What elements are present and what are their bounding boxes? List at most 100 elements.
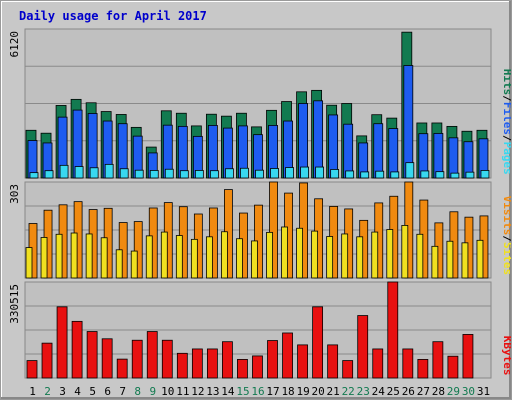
bar-kbytes-day-11 — [176, 352, 188, 379]
chart-title: Daily usage for April 2017 — [19, 9, 207, 23]
day-label-30: 30 — [462, 385, 475, 398]
bar-sites-day-14 — [221, 231, 228, 279]
bar-pages-day-8 — [134, 169, 144, 179]
bar-pages-day-7 — [119, 168, 129, 179]
bar-sites-day-27 — [416, 233, 424, 279]
legend-hits-files-pages: Hits/Files/Pages — [501, 69, 511, 175]
bar-kbytes-day-13 — [206, 348, 218, 379]
bar-pages-day-24 — [375, 170, 385, 179]
bar-pages-day-14 — [225, 168, 234, 179]
bar-sites-day-3 — [55, 233, 63, 279]
day-label-18: 18 — [281, 385, 294, 398]
bar-kbytes-day-8 — [131, 339, 143, 379]
bar-sites-day-18 — [281, 226, 288, 279]
bar-files-day-11 — [177, 125, 188, 179]
bar-sites-day-11 — [175, 235, 183, 279]
bar-sites-day-17 — [266, 231, 273, 279]
bar-pages-day-6 — [104, 163, 114, 179]
bar-files-day-20 — [313, 100, 324, 179]
bar-pages-day-17 — [270, 168, 279, 179]
bar-sites-day-24 — [371, 231, 379, 279]
bar-kbytes-day-27 — [417, 359, 429, 379]
bar-files-day-22 — [343, 123, 354, 179]
bar-sites-day-5 — [85, 233, 93, 279]
bar-pages-day-18 — [285, 167, 294, 179]
bar-sites-day-8 — [130, 250, 138, 279]
day-label-9: 9 — [149, 385, 156, 398]
bar-kbytes-day-17 — [267, 340, 278, 379]
bar-pages-day-26 — [405, 162, 415, 179]
legend-pages: Pages — [501, 142, 511, 175]
bar-pages-day-23 — [360, 171, 370, 179]
bar-kbytes-day-5 — [86, 331, 98, 379]
bar-pages-day-1 — [29, 172, 39, 179]
day-label-24: 24 — [372, 385, 386, 398]
legend-visits-sites: Visits/Sites — [501, 196, 511, 276]
legend-sites: Sites — [501, 242, 511, 275]
bar-files-day-13 — [207, 125, 218, 179]
bar-files-day-26 — [403, 65, 414, 179]
day-label-13: 13 — [206, 385, 219, 398]
bar-sites-day-4 — [70, 232, 78, 279]
legend-visits: Visits — [501, 196, 511, 236]
bar-kbytes-day-7 — [116, 358, 128, 379]
day-label-31: 31 — [477, 385, 490, 398]
ymax-label-hits-files-pages: 6120 — [8, 31, 21, 58]
bar-kbytes-day-3 — [56, 306, 68, 379]
ymax-label-visits-sites: 303 — [8, 184, 21, 204]
day-label-12: 12 — [191, 385, 204, 398]
bar-pages-day-31 — [480, 170, 490, 179]
day-label-28: 28 — [432, 385, 445, 398]
legend-hits: Hits — [501, 69, 511, 96]
bar-pages-day-13 — [209, 170, 219, 179]
bar-sites-day-30 — [461, 242, 469, 279]
bar-pages-day-5 — [89, 167, 99, 179]
day-label-20: 20 — [312, 385, 325, 398]
bar-pages-day-9 — [149, 170, 159, 179]
bar-kbytes-day-4 — [71, 320, 83, 379]
bar-kbytes-day-30 — [462, 334, 474, 379]
bar-kbytes-day-26 — [402, 348, 414, 379]
bar-kbytes-day-20 — [312, 306, 324, 379]
day-label-6: 6 — [104, 385, 111, 398]
day-label-8: 8 — [134, 385, 141, 398]
day-label-23: 23 — [357, 385, 370, 398]
day-label-5: 5 — [89, 385, 96, 398]
bar-sites-day-28 — [431, 245, 439, 279]
legend-files: Files — [501, 102, 511, 135]
day-label-16: 16 — [251, 385, 264, 398]
bar-sites-day-2 — [40, 237, 48, 279]
bar-kbytes-day-18 — [282, 332, 293, 379]
day-label-2: 2 — [44, 385, 51, 398]
bar-pages-day-4 — [74, 166, 84, 179]
bar-kbytes-day-6 — [101, 338, 113, 379]
bar-kbytes-day-10 — [161, 339, 173, 379]
ymax-label-kbytes: 330515 — [8, 284, 21, 324]
day-label-29: 29 — [447, 385, 460, 398]
day-label-1: 1 — [29, 385, 36, 398]
bar-visits-day-17 — [269, 181, 278, 279]
bar-kbytes-day-15 — [237, 359, 248, 379]
day-label-11: 11 — [176, 385, 189, 398]
bar-kbytes-day-2 — [41, 342, 53, 379]
bar-sites-day-23 — [356, 236, 364, 279]
bar-sites-day-25 — [386, 229, 394, 279]
bar-sites-day-15 — [236, 238, 243, 279]
bar-files-day-24 — [373, 123, 384, 179]
legend-separator: / — [501, 95, 511, 102]
bar-files-day-29 — [448, 137, 459, 179]
bar-kbytes-day-1 — [26, 360, 38, 379]
bar-sites-day-19 — [296, 227, 303, 279]
day-label-26: 26 — [402, 385, 415, 398]
bar-sites-day-29 — [446, 240, 454, 279]
bar-kbytes-day-23 — [357, 315, 369, 379]
bar-files-day-21 — [328, 114, 339, 179]
day-label-17: 17 — [266, 385, 279, 398]
bar-sites-day-20 — [311, 230, 319, 279]
bar-pages-day-12 — [194, 170, 204, 179]
bar-files-day-25 — [388, 128, 399, 179]
bar-pages-day-11 — [179, 170, 189, 179]
bar-kbytes-day-16 — [252, 355, 263, 379]
